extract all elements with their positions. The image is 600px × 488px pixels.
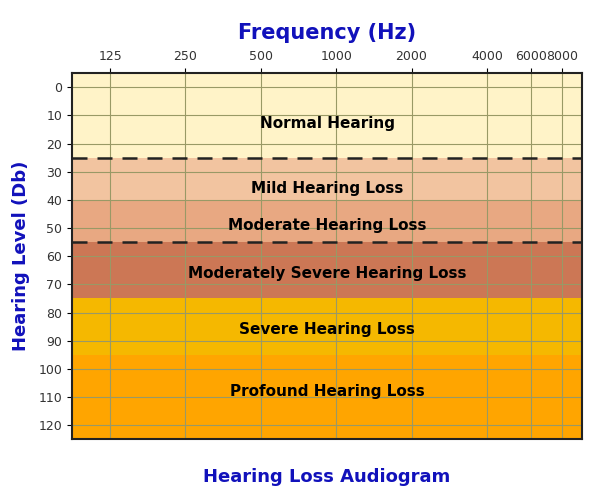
Bar <box>72 200 582 242</box>
Text: Moderately Severe Hearing Loss: Moderately Severe Hearing Loss <box>188 265 466 281</box>
Bar <box>72 299 582 355</box>
Bar <box>72 242 582 299</box>
Bar <box>72 73 582 158</box>
Text: Hearing Loss Audiogram: Hearing Loss Audiogram <box>203 468 451 487</box>
Y-axis label: Hearing Level (Db): Hearing Level (Db) <box>12 161 30 351</box>
Bar <box>72 158 582 200</box>
Bar <box>72 355 582 445</box>
Title: Frequency (Hz): Frequency (Hz) <box>238 23 416 43</box>
Text: Normal Hearing: Normal Hearing <box>260 116 395 131</box>
Text: Mild Hearing Loss: Mild Hearing Loss <box>251 181 403 196</box>
Text: Moderate Hearing Loss: Moderate Hearing Loss <box>228 218 426 233</box>
Text: Severe Hearing Loss: Severe Hearing Loss <box>239 322 415 337</box>
Text: Profound Hearing Loss: Profound Hearing Loss <box>230 384 424 399</box>
